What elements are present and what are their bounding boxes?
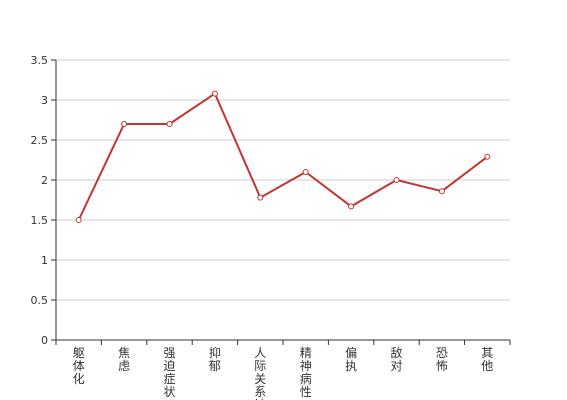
data-point xyxy=(121,121,128,127)
x-tick-label: 恐怖 xyxy=(436,346,448,373)
data-point xyxy=(484,153,491,160)
y-tick-label: 2.5 xyxy=(31,134,49,147)
series-group xyxy=(75,90,491,223)
y-tick-label: 2 xyxy=(41,174,48,187)
y-tick-label: 3 xyxy=(41,94,48,107)
x-tick-label: 强迫症状 xyxy=(163,346,175,399)
y-axis: 0 0.5 1 1.5 2 2.5 3 3.5 xyxy=(31,54,57,347)
data-point xyxy=(438,188,445,195)
data-point xyxy=(302,169,309,175)
y-tick-label: 3.5 xyxy=(31,54,49,67)
data-point xyxy=(166,121,173,127)
x-tick-label: 精神病性 xyxy=(300,346,312,399)
grid-lines xyxy=(56,59,510,301)
y-tick-label: 0 xyxy=(41,334,48,347)
x-tick-label: 偏执 xyxy=(345,345,357,373)
series-line xyxy=(77,92,488,221)
x-tick-label: 敌对 xyxy=(390,345,402,373)
x-tick-label: 其他 xyxy=(481,346,493,373)
y-tick-label: 0.5 xyxy=(31,294,49,307)
x-tick-label: 人际关系敏 xyxy=(254,346,266,400)
x-axis: 躯体化 焦虑 强迫症状 抑郁 人际关系敏 精神病性 偏执 敌对 恐怖 其他 xyxy=(55,339,511,400)
data-point xyxy=(257,194,264,201)
x-tick-label: 抑郁 xyxy=(209,345,221,373)
x-tick-label: 焦虑 xyxy=(118,346,130,373)
data-point xyxy=(348,203,355,210)
y-tick-label: 1 xyxy=(41,254,48,267)
x-tick-label: 躯体化 xyxy=(73,345,85,386)
data-point xyxy=(75,217,82,223)
y-tick-label: 1.5 xyxy=(31,214,49,227)
data-point xyxy=(211,90,218,97)
data-point xyxy=(393,177,400,183)
